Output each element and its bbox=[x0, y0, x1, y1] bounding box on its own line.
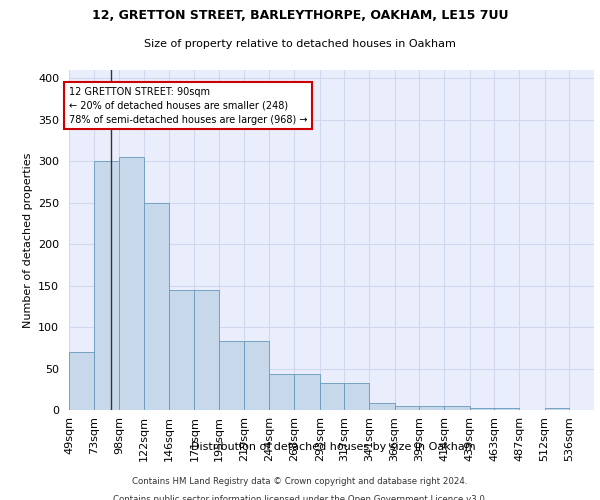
Bar bbox=[69, 352, 94, 410]
Bar bbox=[244, 341, 269, 410]
Bar bbox=[219, 341, 244, 410]
Bar bbox=[144, 202, 169, 410]
Bar bbox=[395, 406, 419, 410]
Y-axis label: Number of detached properties: Number of detached properties bbox=[23, 152, 32, 328]
Text: Contains public sector information licensed under the Open Government Licence v3: Contains public sector information licen… bbox=[113, 495, 487, 500]
Bar bbox=[344, 382, 369, 410]
Bar bbox=[419, 406, 444, 410]
Bar bbox=[369, 402, 395, 410]
Text: Distribution of detached houses by size in Oakham: Distribution of detached houses by size … bbox=[191, 442, 475, 452]
Text: Size of property relative to detached houses in Oakham: Size of property relative to detached ho… bbox=[144, 39, 456, 49]
Bar bbox=[119, 157, 144, 410]
Bar bbox=[94, 161, 119, 410]
Bar bbox=[194, 290, 219, 410]
Bar bbox=[320, 382, 344, 410]
Bar bbox=[470, 408, 494, 410]
Bar bbox=[444, 406, 470, 410]
Bar bbox=[169, 290, 194, 410]
Text: Contains HM Land Registry data © Crown copyright and database right 2024.: Contains HM Land Registry data © Crown c… bbox=[132, 477, 468, 486]
Bar bbox=[545, 408, 569, 410]
Text: 12 GRETTON STREET: 90sqm
← 20% of detached houses are smaller (248)
78% of semi-: 12 GRETTON STREET: 90sqm ← 20% of detach… bbox=[69, 86, 308, 124]
Bar bbox=[269, 374, 294, 410]
Bar bbox=[494, 408, 519, 410]
Text: 12, GRETTON STREET, BARLEYTHORPE, OAKHAM, LE15 7UU: 12, GRETTON STREET, BARLEYTHORPE, OAKHAM… bbox=[92, 9, 508, 22]
Bar bbox=[294, 374, 320, 410]
